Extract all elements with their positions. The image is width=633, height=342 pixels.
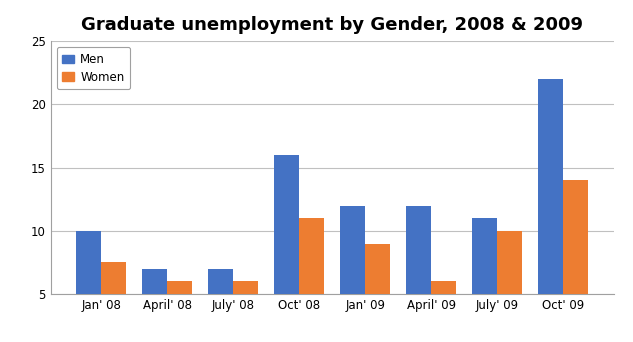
Bar <box>563 180 589 342</box>
Bar <box>167 281 192 342</box>
Bar <box>142 269 167 342</box>
Bar <box>234 281 258 342</box>
Bar <box>299 218 324 342</box>
Bar <box>498 231 522 342</box>
Bar <box>208 269 234 342</box>
Bar <box>538 79 563 342</box>
Bar <box>406 206 431 342</box>
Bar <box>341 206 365 342</box>
Title: Graduate unemployment by Gender, 2008 & 2009: Graduate unemployment by Gender, 2008 & … <box>81 16 584 34</box>
Bar <box>274 155 299 342</box>
Bar <box>431 281 456 342</box>
Legend: Men, Women: Men, Women <box>56 47 130 90</box>
Bar <box>472 218 498 342</box>
Bar <box>101 263 127 342</box>
Bar <box>365 244 391 342</box>
Bar <box>76 231 101 342</box>
